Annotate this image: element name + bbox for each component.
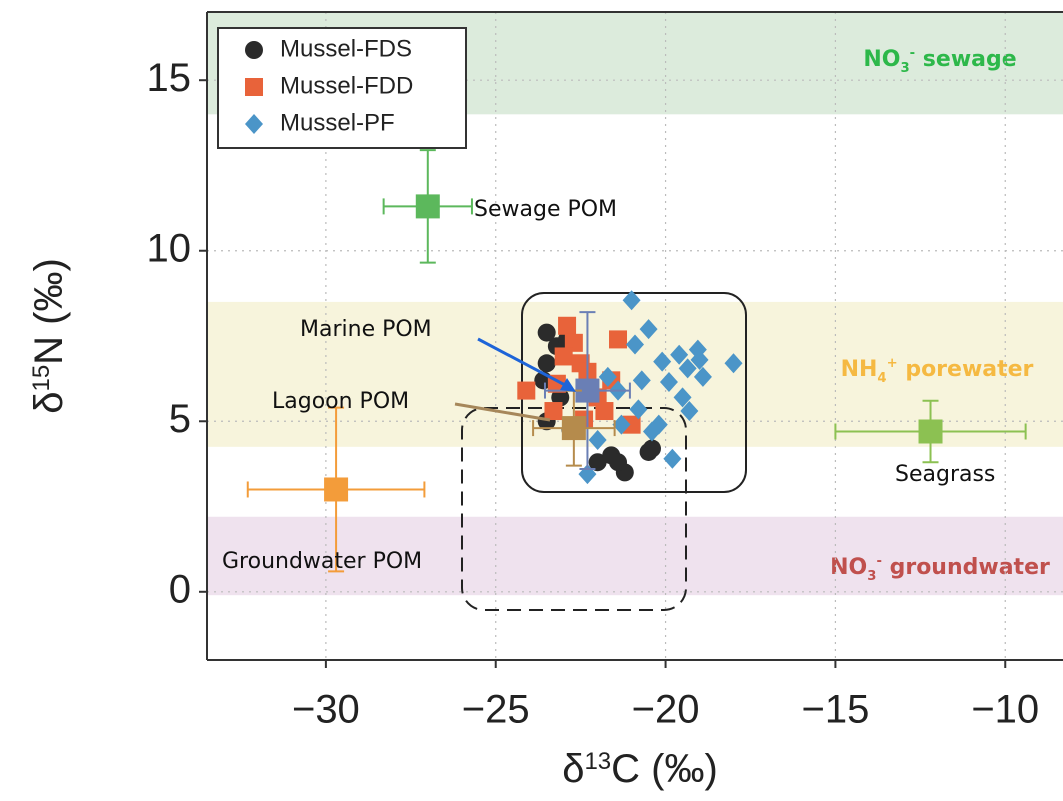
point: [653, 351, 672, 372]
x-tick-label: −20: [632, 688, 700, 732]
label-part: -: [876, 554, 881, 569]
point: [551, 388, 570, 407]
label-part: +: [887, 356, 898, 371]
point: [595, 402, 614, 421]
label-part: NH: [841, 357, 878, 382]
source-label: Sewage POM: [474, 197, 617, 222]
point: [588, 453, 607, 472]
point: [609, 453, 628, 472]
legend: Mussel-FDS Mussel-FDD Mussel-PF: [217, 27, 467, 149]
y-tick-label: 5: [169, 397, 191, 441]
x-tick-label: −25: [462, 688, 530, 732]
point: [564, 333, 583, 352]
point: [622, 415, 641, 434]
band: [207, 516, 1063, 596]
x-tick-label: −30: [292, 688, 360, 732]
point: [622, 290, 641, 311]
point: [612, 414, 631, 435]
label-part: porewater: [898, 357, 1034, 382]
point: [642, 439, 661, 458]
source-label: Marine POM: [300, 317, 432, 342]
label-part: 4: [877, 371, 886, 386]
point: [609, 330, 628, 349]
source-label: Seagrass: [895, 462, 995, 487]
y-tick-label: 10: [147, 226, 192, 270]
source-point: [918, 419, 943, 444]
point: [558, 316, 577, 335]
point: [544, 402, 563, 421]
label-part: -: [910, 46, 915, 61]
point: [517, 381, 536, 400]
x-tick-label: −15: [801, 688, 869, 732]
label-part: δ: [562, 747, 584, 791]
point: [670, 344, 689, 365]
label-part: groundwater: [882, 555, 1050, 580]
point: [629, 399, 648, 420]
source-point: [561, 416, 586, 441]
legend-label: Mussel-FDS: [280, 35, 412, 62]
point: [626, 334, 644, 355]
x-tick-label: −10: [971, 688, 1039, 732]
label-part: 3: [900, 61, 909, 76]
label-part: 13: [584, 748, 611, 775]
source-label: Groundwater POM: [222, 549, 422, 574]
point: [632, 370, 651, 391]
point: [639, 319, 658, 340]
legend-marker: [245, 78, 263, 96]
y-tick-label: 0: [169, 567, 191, 611]
point: [537, 354, 556, 373]
point: [693, 366, 712, 387]
point: [642, 421, 661, 442]
point: [688, 339, 707, 360]
label-part: δ: [27, 392, 71, 414]
source-point: [415, 194, 440, 219]
source-label: Lagoon POM: [272, 389, 409, 414]
point: [588, 430, 607, 451]
legend-label: Mussel-PF: [280, 109, 395, 136]
label-part: 3: [867, 569, 876, 584]
band-label: NH4+ porewater: [841, 356, 1034, 386]
y-tick-label: 15: [147, 56, 192, 100]
x-axis-label: δ13C (‰): [562, 747, 718, 791]
source-point: [324, 477, 349, 502]
point: [680, 401, 699, 422]
label-part: NO: [830, 555, 867, 580]
point: [673, 387, 692, 408]
legend-marker: [245, 114, 263, 134]
point: [554, 347, 573, 366]
point: [537, 323, 556, 342]
y-axis-label: δ15N (‰): [27, 258, 71, 414]
point: [663, 448, 682, 469]
points: [517, 290, 743, 485]
arrow: [454, 402, 551, 422]
band-label: NO3- sewage: [863, 46, 1016, 76]
point: [598, 366, 617, 387]
ticks: −30 −25 −20 −15 −10 0 5 10 15: [147, 56, 1040, 732]
band-label: NO3- groundwater: [830, 554, 1050, 584]
label-part: C (‰): [611, 747, 718, 791]
sources: Sewage POM Groundwater POM Seagrass Marine …: [222, 149, 1027, 574]
legend-label: Mussel-FDD: [280, 72, 413, 99]
point: [659, 372, 678, 393]
point: [678, 358, 697, 379]
label-part: N (‰): [27, 258, 71, 365]
arrow: [477, 337, 566, 387]
arrow-head: [560, 378, 576, 392]
point: [724, 353, 743, 374]
label-part: sewage: [915, 47, 1017, 72]
legend-marker: [245, 41, 263, 59]
label-part: NO: [863, 47, 900, 72]
label-part: 15: [28, 365, 55, 392]
